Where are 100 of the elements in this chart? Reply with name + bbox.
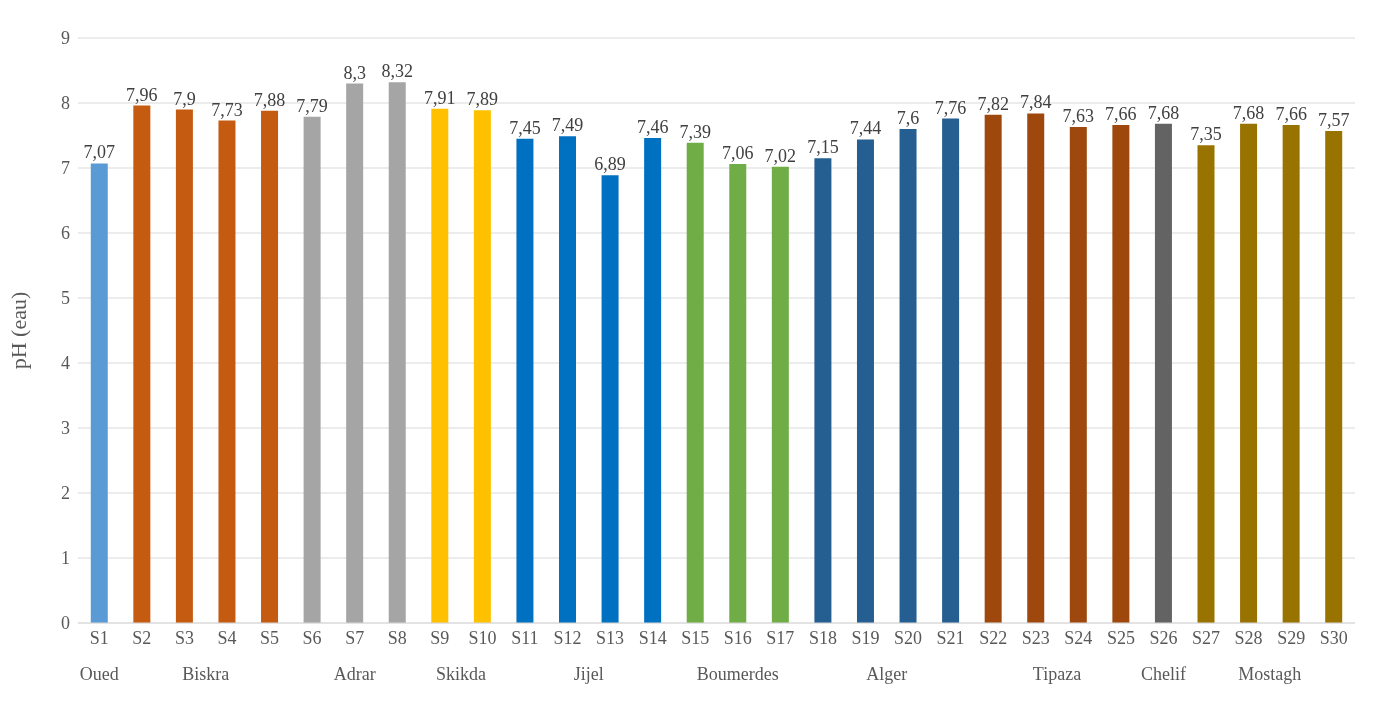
x-tick-label: S28 [1234,627,1263,648]
bar [516,138,534,623]
data-label: 7,91 [424,87,456,108]
data-label: 7,66 [1105,104,1137,125]
bar [1154,123,1172,623]
data-label: 7,76 [934,97,967,118]
y-tick-label: 5 [61,288,70,309]
bar [559,136,576,623]
text: Jijel [572,664,605,685]
data-label: 7,66 [1275,104,1307,125]
x-tick-label: S18 [808,627,837,648]
bar [90,163,108,623]
data-label: 6,89 [594,154,626,175]
bar [601,175,619,623]
y-tick-label: 9 [61,28,70,49]
y-axis-title: pH (eau) [5,291,31,370]
bar [1069,127,1087,623]
bar [1325,130,1343,623]
data-label: 7,6 [896,108,920,128]
y-tick-label: 7 [61,158,70,179]
text: Chelif [1139,664,1187,685]
bar [1112,125,1130,623]
x-tick-label: S13 [596,627,625,648]
data-label: 7,68 [1232,102,1265,123]
bar [729,164,747,623]
y-tick-label: 3 [61,418,70,439]
data-label: 7,49 [551,115,584,136]
bar [261,110,279,623]
data-label: 7,46 [636,117,669,138]
data-label: 7,84 [1019,92,1052,113]
x-tick-label: S12 [553,627,582,648]
x-tick-label: S16 [723,627,752,648]
x-tick-label: S9 [430,627,450,648]
data-label: 7,68 [1147,102,1180,123]
text: Adrar [332,664,377,685]
bar [686,142,704,623]
y-tick-label: 4 [61,353,70,374]
y-tick-label: 8 [61,93,70,114]
data-label: 7,82 [977,93,1009,114]
x-tick-label: S20 [894,627,923,648]
data-label: 7,45 [509,117,541,138]
data-label: 7,39 [679,121,711,142]
x-tick-label: S30 [1319,627,1348,648]
x-tick-label: S14 [638,627,667,648]
bar [1197,145,1215,623]
bar [771,166,789,623]
text: Boumerdes [695,664,780,685]
data-label: 7,44 [849,118,882,139]
text: Tipaza [1031,664,1083,685]
text: Mostagh [1237,664,1303,685]
x-tick-label: S10 [468,627,497,648]
data-label: 7,63 [1062,106,1095,127]
x-tick-label: S25 [1106,627,1135,648]
data-label: 8,3 [343,62,366,83]
y-tick-label: 1 [61,548,70,569]
x-tick-label: S22 [979,627,1008,648]
x-tick-label: S15 [681,627,710,648]
text: Biskra [181,664,231,685]
data-label: 7,57 [1317,109,1350,130]
bar [984,114,1002,623]
text: Alger [865,664,909,685]
x-tick-label: S21 [936,627,965,648]
x-tick-label: S8 [387,627,407,648]
bar [1240,123,1258,623]
bar [942,118,960,623]
x-tick-label: S4 [217,627,237,648]
bar [856,139,874,623]
x-tick-label: S11 [511,627,539,648]
bar [473,110,491,623]
bar [644,138,662,623]
x-tick-label: S23 [1021,627,1050,648]
bar [346,83,364,623]
x-tick-label: S29 [1277,627,1306,648]
data-label: 7,07 [83,142,116,163]
bar [814,158,832,623]
text: Oued [78,664,120,685]
x-tick-label: S19 [851,627,880,648]
bar [133,105,151,623]
bar [303,116,321,623]
x-tick-label: S5 [260,627,280,648]
data-label: 7,89 [466,89,499,110]
bar [218,120,236,623]
data-label: 7,06 [722,143,754,164]
data-label: 7,79 [296,95,328,116]
bar [1282,125,1300,623]
x-tick-label: S3 [174,627,194,648]
x-tick-label: S17 [766,627,795,648]
data-label: 7,88 [253,89,286,110]
x-tick-label: S6 [302,627,322,648]
x-tick-label: S2 [132,627,152,648]
x-tick-label: S26 [1149,627,1178,648]
x-tick-label: S7 [345,627,365,648]
y-tick-label: 6 [61,223,70,244]
data-label: 7,96 [126,84,158,105]
y-tick-label: 2 [61,483,70,504]
text: Skikda [435,664,488,685]
bar [1027,113,1045,623]
x-tick-label: S24 [1064,627,1093,648]
bar [899,129,917,623]
y-tick-label: 0 [61,613,70,634]
